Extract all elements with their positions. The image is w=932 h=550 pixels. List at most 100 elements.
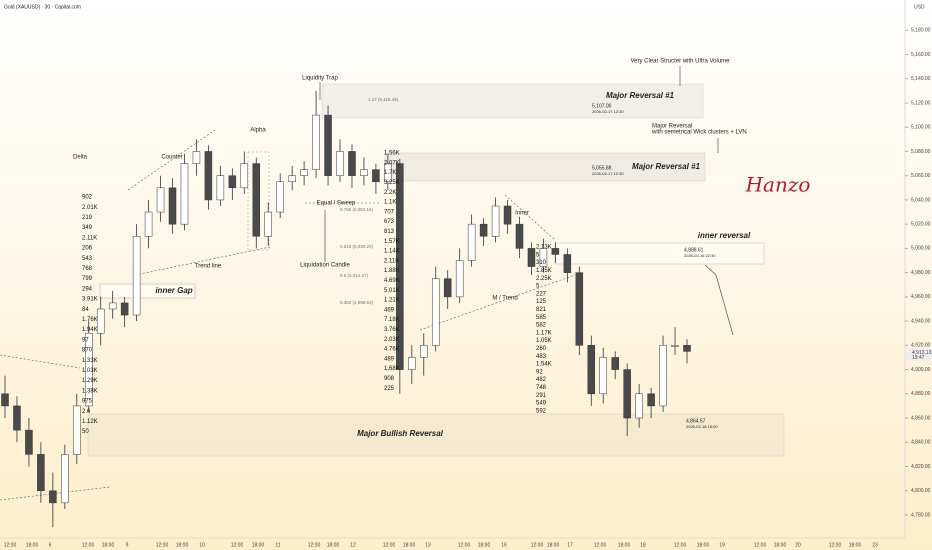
- x-tick-label: 12:00: [308, 542, 321, 548]
- delta-value: 2.11K: [384, 258, 399, 264]
- delta-value: 483: [536, 354, 547, 360]
- projection-path: [704, 264, 734, 336]
- delta-value: 225: [384, 386, 395, 392]
- x-tick-label: 12:00: [674, 542, 687, 548]
- x-tick-label: 12:00: [458, 542, 471, 548]
- x-tick-label: 18:00: [774, 542, 787, 548]
- delta-value: 902: [82, 195, 93, 201]
- delta-value: 549: [536, 401, 547, 407]
- delta-value: 2.03K: [384, 337, 400, 343]
- x-tick-label: 18: [640, 542, 646, 548]
- y-tick-label: 4,900.00: [911, 367, 931, 373]
- delta-value: 1.76K: [82, 317, 98, 323]
- price-box-price: 4,864.57: [686, 418, 706, 424]
- delta-value: 1.03K: [82, 368, 98, 374]
- delta-value: 349: [82, 225, 93, 231]
- m-trend-line: [419, 274, 576, 331]
- annotation: Major Reversal: [652, 124, 692, 130]
- delta-value: 1.12K: [82, 419, 98, 425]
- x-tick-label: 12:00: [754, 542, 767, 548]
- candle-body: [61, 454, 69, 504]
- delta-value: 7.18K: [384, 317, 400, 323]
- delta-value: 92: [536, 369, 543, 375]
- x-tick-label: 18:00: [403, 542, 416, 548]
- delta-value: 4.69K: [384, 278, 400, 284]
- x-tick-label: 12: [350, 542, 356, 548]
- delta-value: 799: [82, 276, 93, 282]
- candle-body: [216, 175, 225, 201]
- trend-line: [134, 246, 271, 276]
- candle-body: [420, 345, 428, 358]
- candle-body: [408, 357, 416, 370]
- candle-body: [144, 211, 153, 237]
- price-tag: [906, 348, 932, 361]
- delta-value: 4.76K: [384, 347, 400, 353]
- candle-body: [515, 223, 524, 249]
- fib-label: 1.27 (5,118.49): [368, 97, 399, 102]
- delta-value: 84: [82, 307, 89, 313]
- y-tick-label: 5,180.00: [911, 28, 931, 34]
- candle-body: [120, 302, 129, 316]
- delta-value: 2.07K: [384, 160, 400, 166]
- annotation: Counter: [161, 155, 182, 161]
- x-tick-label: 18:00: [618, 542, 631, 548]
- delta-value: 1.05K: [536, 338, 552, 344]
- delta-value: 2.13K: [536, 245, 552, 251]
- counter-line: [127, 129, 216, 191]
- candle-body: [372, 169, 380, 183]
- delta-value: 1.17K: [536, 330, 552, 336]
- candle-body: [635, 393, 643, 419]
- delta-value: 1.14K: [384, 249, 400, 255]
- delta-value: 489: [384, 356, 395, 362]
- delta-value: 3.25K: [384, 180, 400, 186]
- y-tick-label: 4,840.00: [911, 440, 931, 446]
- delta-value: 870: [82, 348, 93, 354]
- alpha-box: [247, 151, 270, 251]
- annotation: Liquidation Candle: [300, 263, 350, 269]
- y-tick-label: 4,940.00: [911, 318, 931, 324]
- y-tick-label: 5,120.00: [911, 100, 931, 106]
- x-tick-label: 23: [872, 542, 878, 548]
- delta-value: 5.01K: [384, 288, 400, 294]
- candle-body: [455, 260, 464, 298]
- x-tick-label: 18:00: [327, 542, 340, 548]
- x-tick-label: 18:00: [102, 542, 115, 548]
- x-tick-label: 12:00: [82, 542, 95, 548]
- price-box-date: 2026-02-18 15:00: [686, 424, 718, 429]
- y-tick-label: 5,080.00: [911, 149, 931, 155]
- x-tick-label: 12:00: [383, 542, 396, 548]
- left-line: [0, 354, 81, 369]
- candle-body: [312, 114, 320, 170]
- price-box-date: 2026-02-17 12:30: [592, 171, 624, 176]
- candle-body: [85, 332, 93, 407]
- x-tick-label: 19: [719, 542, 725, 548]
- candle-body: [324, 114, 332, 176]
- delta-value: 1.33K: [82, 358, 98, 364]
- candle-body: [264, 211, 272, 237]
- annotation: Very Clear Structer with Ultra Volume: [630, 59, 730, 65]
- delta-value: 1.1K: [384, 200, 396, 206]
- delta-value: 260: [536, 346, 547, 352]
- y-tick-label: 5,160.00: [911, 52, 931, 58]
- delta-value: 2.2K: [384, 190, 396, 196]
- fib-label: 0.786 (5,052.16): [340, 207, 374, 212]
- y-tick-label: 5,040.00: [911, 197, 931, 203]
- chart-title: Gold (XAUUSD) · 30 · Capital.com: [4, 4, 81, 10]
- candle-body: [539, 248, 548, 267]
- price-box-date: 2026-02-16 22:30: [684, 253, 716, 258]
- delta-value: 1.57K: [384, 239, 400, 245]
- x-tick-label: 18:00: [26, 542, 39, 548]
- y-tick-label: 4,820.00: [911, 464, 931, 470]
- candle-body: [384, 163, 392, 183]
- candle-body: [683, 345, 691, 352]
- x-tick-label: 18:00: [697, 542, 710, 548]
- annotation: Delta: [73, 155, 88, 161]
- delta-value: 1.56K: [384, 151, 400, 157]
- y-tick-label: 5,020.00: [911, 221, 931, 227]
- delta-value: 294: [82, 286, 93, 292]
- fib-label: 0.5 (5,014.57): [340, 273, 369, 278]
- candle-body: [13, 405, 21, 431]
- y-tick-label: 4,960.00: [911, 294, 931, 300]
- candle-body: [73, 405, 81, 455]
- annotation: Major Reversal #1: [632, 162, 701, 171]
